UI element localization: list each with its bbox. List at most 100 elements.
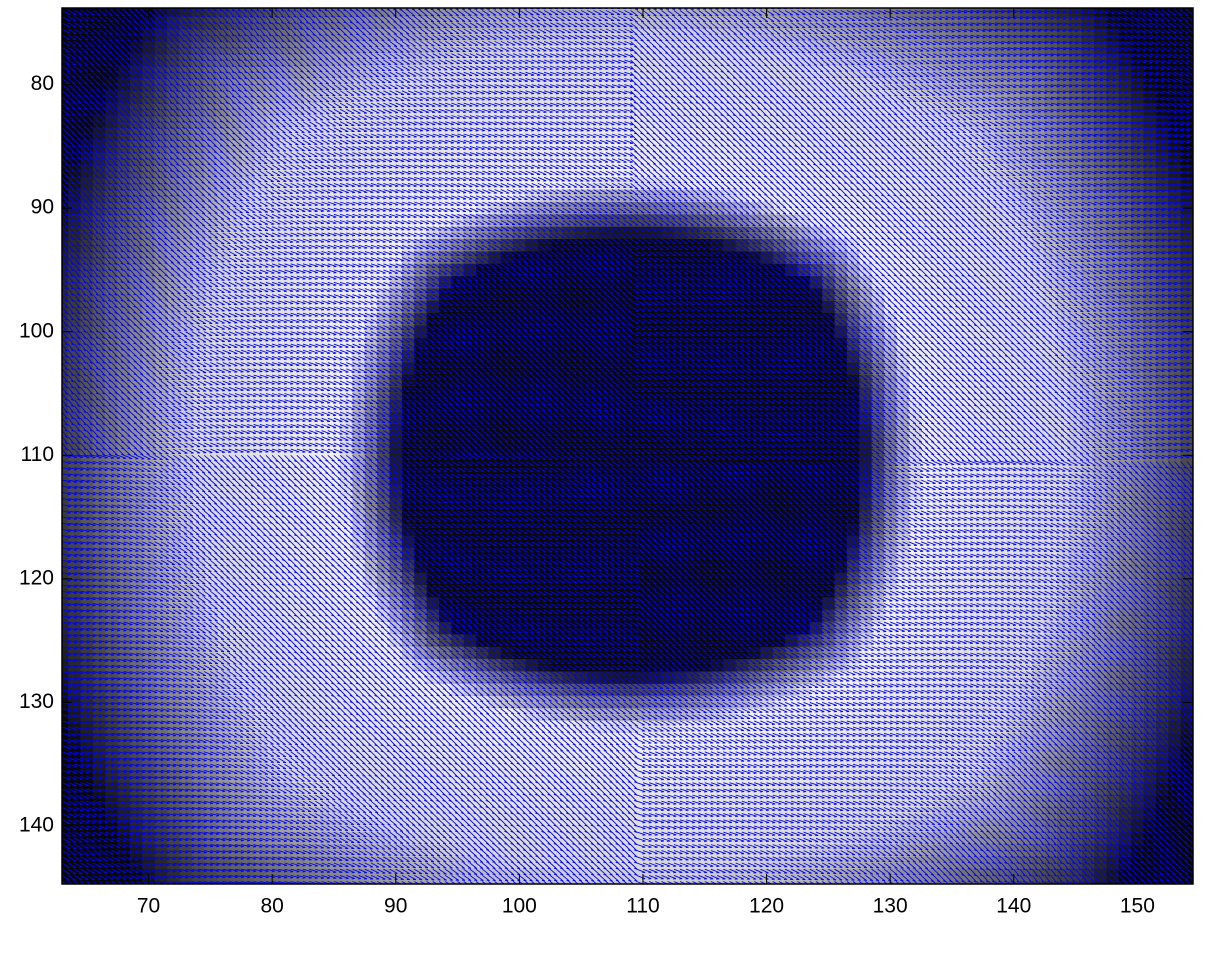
pixel [340, 0, 353, 5]
pixel [958, 0, 971, 5]
pixel [56, 0, 69, 5]
pixel [1193, 202, 1206, 215]
pixel [155, 0, 168, 5]
pixel [1094, 0, 1107, 5]
pixel [427, 0, 440, 5]
pixel [352, 0, 365, 5]
pixel [204, 0, 217, 5]
pixel [909, 0, 922, 5]
pixel [1193, 153, 1206, 166]
pixel [563, 0, 576, 5]
pixel [1193, 177, 1206, 190]
pixel [587, 0, 600, 5]
pixel [1193, 190, 1206, 203]
pixel [464, 0, 477, 5]
pixel [1193, 214, 1206, 227]
pixel [291, 0, 304, 5]
pixel [600, 0, 613, 5]
pixel [1193, 115, 1206, 128]
pixel [488, 0, 501, 5]
pixel [414, 0, 427, 5]
pixel [1193, 0, 1206, 5]
pixel [1131, 0, 1144, 5]
pixel [81, 0, 94, 5]
pixel [1057, 0, 1070, 5]
pixel [1008, 0, 1021, 5]
pixel [1020, 0, 1033, 5]
pixel [526, 0, 539, 5]
pixel [711, 0, 724, 5]
pixel [624, 0, 637, 5]
pixel [933, 0, 946, 5]
pixel [1193, 264, 1206, 277]
pixel [254, 0, 267, 5]
pixel [946, 0, 959, 5]
pixel [1193, 78, 1206, 91]
pixel [785, 0, 798, 5]
pixel [68, 0, 81, 5]
pixel [995, 0, 1008, 5]
pixel [130, 0, 143, 5]
pixel [1193, 29, 1206, 42]
pixel [179, 0, 192, 5]
pixel [1193, 17, 1206, 30]
pixel [1193, 350, 1206, 363]
pixel [1193, 227, 1206, 240]
pixel [822, 0, 835, 5]
pixel [402, 0, 415, 5]
pixel [971, 0, 984, 5]
pixel [1193, 4, 1206, 17]
pixel [1032, 0, 1045, 5]
pixel [612, 0, 625, 5]
pixel [872, 0, 885, 5]
pixel [896, 0, 909, 5]
pixel [1193, 66, 1206, 79]
pixel [439, 0, 452, 5]
pixel [723, 0, 736, 5]
pixel [1106, 0, 1119, 5]
pixel [1069, 0, 1082, 5]
pixel [1193, 128, 1206, 141]
pixel [637, 0, 650, 5]
pixel [649, 0, 662, 5]
pixel [266, 0, 279, 5]
pixel [93, 0, 106, 5]
pixel [377, 0, 390, 5]
pixel [1193, 165, 1206, 178]
pixel [736, 0, 749, 5]
pixel [921, 0, 934, 5]
pixel [1193, 338, 1206, 351]
pixel [1144, 0, 1157, 5]
pixel [365, 0, 378, 5]
pixel [1193, 326, 1206, 339]
pixel [1193, 301, 1206, 314]
pixel [142, 0, 155, 5]
pixel [575, 0, 588, 5]
pixel [1193, 251, 1206, 264]
pixel [797, 0, 810, 5]
pixel [1168, 0, 1181, 5]
pixel [847, 0, 860, 5]
pixel [303, 0, 316, 5]
pixel [1193, 140, 1206, 153]
pixel [1082, 0, 1095, 5]
pixel [476, 0, 489, 5]
pixel [983, 0, 996, 5]
pixel [1119, 0, 1132, 5]
pixel [884, 0, 897, 5]
pixel [278, 0, 291, 5]
pixel [1193, 239, 1206, 252]
pixel [229, 0, 242, 5]
pixel [328, 0, 341, 5]
pixel [315, 0, 328, 5]
pixel [748, 0, 761, 5]
pixel [550, 0, 563, 5]
pixel [760, 0, 773, 5]
pixel [538, 0, 551, 5]
pixel [1193, 103, 1206, 116]
pixel [167, 0, 180, 5]
pixel [217, 0, 230, 5]
pixel [1193, 91, 1206, 104]
pixel [1193, 54, 1206, 67]
